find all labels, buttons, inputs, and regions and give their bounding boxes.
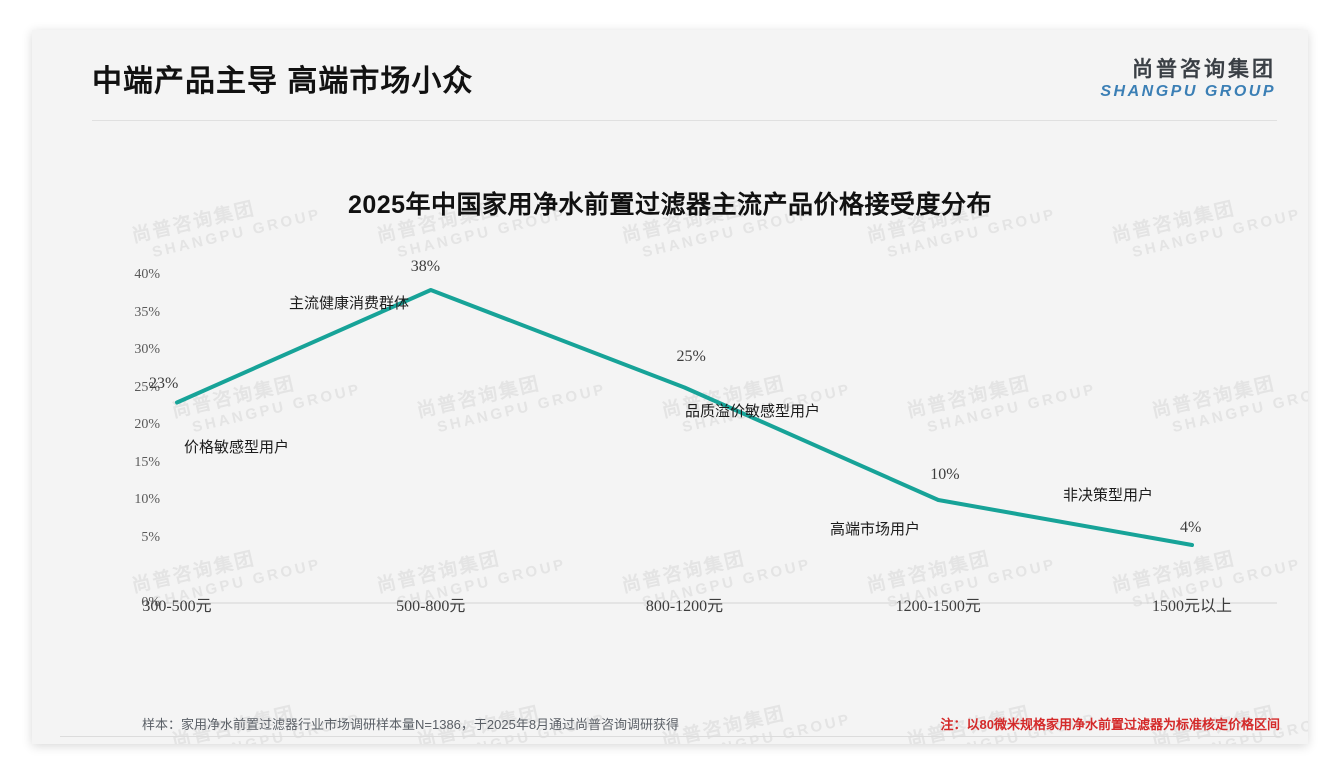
- x-axis-tick: 1500元以上: [1151, 598, 1232, 615]
- y-axis-tick: 5%: [141, 529, 160, 545]
- data-point-label: 25%: [676, 347, 706, 365]
- y-axis-tick: 25%: [134, 379, 160, 395]
- series-annotation: 品质溢价敏感型用户: [685, 403, 821, 420]
- chart-title: 2025年中国家用净水前置过滤器主流产品价格接受度分布: [347, 191, 993, 219]
- line-chart-svg: [165, 288, 1277, 604]
- data-point-label: 10%: [930, 466, 960, 483]
- x-axis-tick: 800-1200元: [645, 598, 724, 615]
- y-axis-tick: 35%: [134, 304, 160, 320]
- series-annotation: 非决策型用户: [1063, 487, 1154, 504]
- x-axis-tick: 300-500元: [142, 598, 212, 615]
- sample-note: 样本：家用净水前置过滤器行业市场调研样本量N=1386，于2025年8月通过尚普…: [142, 717, 680, 732]
- data-point-label: 38%: [410, 258, 441, 275]
- methodology-note: 注：以80微米规格家用净水前置过滤器为标准核定价格区间: [940, 717, 1280, 732]
- y-axis-tick: 10%: [134, 492, 160, 507]
- series-annotation: 高端市场用户: [830, 521, 921, 538]
- footer-divider: [60, 736, 1280, 737]
- chart-plot-area: [32, 30, 1308, 744]
- x-axis-tick: 1200-1500元: [895, 598, 981, 615]
- y-axis-tick: 20%: [134, 417, 160, 432]
- page-title: 中端产品主导 高端市场小众: [92, 65, 474, 98]
- x-axis-tick: 500-800元: [396, 598, 466, 615]
- slide-header: 中端产品主导 高端市场小众 尚普咨询集团 SHANGPU GROUP: [32, 30, 1308, 120]
- header-divider: [92, 120, 1277, 121]
- data-point-label: 4%: [1180, 519, 1202, 536]
- y-axis-tick: 30%: [134, 342, 160, 357]
- brand-logo-cn: 尚普咨询集团: [1132, 58, 1276, 81]
- y-axis-tick: 15%: [134, 454, 160, 470]
- data-point-label: 23%: [149, 374, 179, 392]
- series-annotation: 价格敏感型用户: [184, 439, 290, 456]
- y-axis-tick: 40%: [134, 267, 160, 282]
- brand-logo: 尚普咨询集团 SHANGPU GROUP: [1100, 58, 1276, 101]
- brand-logo-en: SHANGPU GROUP: [1100, 83, 1276, 101]
- y-axis-tick: 0%: [141, 595, 160, 610]
- series-annotation: 主流健康消费群体: [289, 295, 410, 312]
- slide-card: 尚普咨询集团 SHANGPU GROUP 尚普咨询集团 SHANGPU GROUP 尚普…: [32, 30, 1308, 744]
- series-line-acceptance: [175, 288, 1194, 547]
